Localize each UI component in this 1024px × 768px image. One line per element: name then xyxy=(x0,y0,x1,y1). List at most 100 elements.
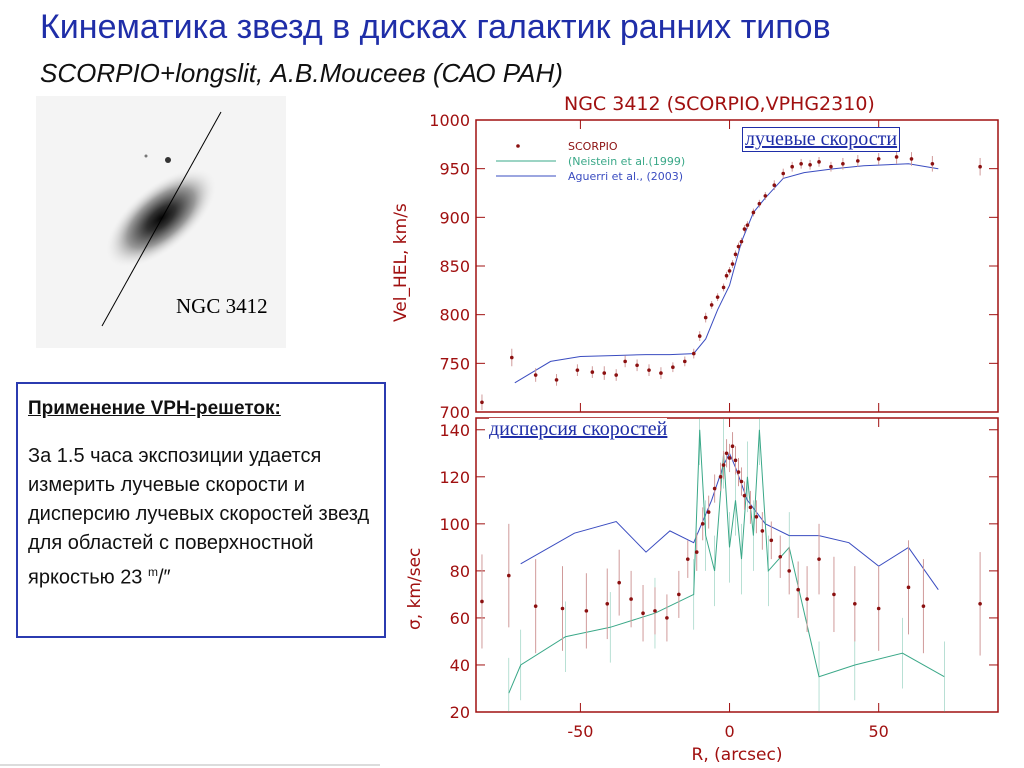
disp-data-point xyxy=(754,514,759,519)
info-body: За 1.5 часа экспозиции удается измерить … xyxy=(28,442,374,593)
vel-data-point xyxy=(733,252,738,257)
disp-data-point xyxy=(677,592,681,597)
slide-subtitle: SCORPIO+longslit, А.В.Моисеев (САО РАН) xyxy=(40,58,563,88)
disp-data-point xyxy=(560,606,565,611)
vel-data-point xyxy=(894,155,899,159)
vel-data-point xyxy=(978,164,982,169)
vel-data-point xyxy=(876,157,881,161)
x-axis-label: R, (arcsec) xyxy=(692,745,783,765)
vel-ytick-label: 950 xyxy=(439,160,470,179)
disp-data-point xyxy=(760,529,765,533)
vel-ytick-label: 900 xyxy=(439,208,470,227)
vel-data-point xyxy=(691,351,696,356)
legend-marker-dot xyxy=(516,144,520,148)
disp-series-line xyxy=(508,429,945,694)
disp-data-point xyxy=(507,573,511,578)
disp-data-point xyxy=(796,587,800,592)
disp-data-point xyxy=(742,493,747,498)
info-heading: Применение VPH-решеток: xyxy=(28,398,281,419)
disp-data-point xyxy=(718,475,723,479)
disp-ytick-label: 120 xyxy=(439,468,470,487)
galaxy-image xyxy=(36,96,286,348)
vel-data-point xyxy=(533,373,538,377)
galaxy-label: NGC 3412 xyxy=(176,294,268,318)
dispersion-axis-label: σ, km/sec xyxy=(405,548,425,630)
vel-data-point xyxy=(602,371,607,375)
disp-data-point xyxy=(805,597,809,601)
vel-data-point xyxy=(659,371,663,375)
vel-plot-frame xyxy=(475,119,999,413)
vel-data-point xyxy=(727,269,732,273)
disp-data-point xyxy=(832,592,836,597)
vel-ytick-label: 750 xyxy=(439,354,470,373)
disp-data-point xyxy=(712,486,717,491)
xtick-label: -50 xyxy=(567,722,593,741)
vel-data-point xyxy=(909,157,914,161)
vel-data-point xyxy=(480,400,484,405)
annotation-dispersion: дисперсия скоростей xyxy=(489,418,668,441)
vel-ytick-label: 850 xyxy=(439,257,470,276)
disp-data-point xyxy=(721,463,726,467)
info-unit: /″ xyxy=(158,566,171,589)
vel-data-point xyxy=(709,303,714,307)
disp-data-point xyxy=(817,557,821,561)
disp-data-point xyxy=(769,538,774,543)
vel-data-point xyxy=(703,315,708,320)
xtick-label: 0 xyxy=(724,722,734,741)
disp-ytick-label: 60 xyxy=(450,609,470,628)
vel-data-point xyxy=(772,183,777,188)
disp-data-point xyxy=(584,609,589,613)
legend-label: Aguerri et al., (2003) xyxy=(568,170,683,183)
vel-ytick-label: 700 xyxy=(439,403,470,422)
disp-data-point xyxy=(978,602,982,606)
legend-label: SCORPIO xyxy=(568,140,618,153)
vel-data-point xyxy=(554,378,559,382)
info-text: За 1.5 часа экспозиции удается измерить … xyxy=(28,445,370,589)
velocity-axis-label: Vel_HEL, km/s xyxy=(391,203,411,322)
vel-series-line xyxy=(514,163,939,384)
disp-data-point xyxy=(778,554,783,559)
vel-data-point xyxy=(724,273,729,278)
info-sup: m xyxy=(148,565,158,579)
vel-data-point xyxy=(799,162,803,166)
disp-data-point xyxy=(739,479,744,484)
vel-data-point xyxy=(647,368,651,372)
disp-ytick-label: 40 xyxy=(450,656,470,675)
vel-data-point xyxy=(683,359,687,364)
vel-data-point xyxy=(790,164,794,169)
vel-data-point xyxy=(635,363,639,368)
disp-data-point xyxy=(748,505,753,510)
vel-data-point xyxy=(721,285,726,290)
disp-data-point xyxy=(733,458,738,463)
disp-ytick-label: 100 xyxy=(439,515,470,534)
vel-data-point xyxy=(751,210,756,215)
disp-data-point xyxy=(730,444,735,449)
vel-data-point xyxy=(590,370,595,374)
galaxy-photo xyxy=(101,111,222,327)
disp-data-point xyxy=(736,470,741,474)
footer-line xyxy=(0,764,380,766)
vel-data-point xyxy=(763,194,768,198)
vel-data-point xyxy=(739,239,744,244)
vel-ytick-label: 800 xyxy=(439,306,470,325)
disp-data-point xyxy=(787,569,791,573)
vel-data-point xyxy=(736,244,741,249)
vel-data-point xyxy=(829,164,833,169)
disp-data-point xyxy=(653,609,657,613)
disp-data-point xyxy=(694,550,699,554)
vel-data-point xyxy=(575,368,580,372)
disp-ytick-label: 80 xyxy=(450,562,470,581)
vel-data-point xyxy=(742,227,747,231)
disp-data-point xyxy=(906,585,911,590)
vel-data-point xyxy=(671,365,675,370)
disp-data-point xyxy=(665,616,669,620)
kinematics-chart: 700 750 800 850 900 950 1000 20 40 60 80 100 120 140 N… xyxy=(391,93,999,765)
slide-title: Кинематика звезд в дисках галактик ранни… xyxy=(40,8,831,46)
disp-ytick-label: 140 xyxy=(439,421,470,440)
vel-data-point xyxy=(623,359,627,364)
disp-data-point xyxy=(629,597,633,601)
vel-data-point xyxy=(745,223,750,227)
info-box: Применение VPH-решеток: За 1.5 часа эксп… xyxy=(16,382,386,638)
disp-data-point xyxy=(605,602,610,606)
vel-data-point xyxy=(730,262,735,266)
